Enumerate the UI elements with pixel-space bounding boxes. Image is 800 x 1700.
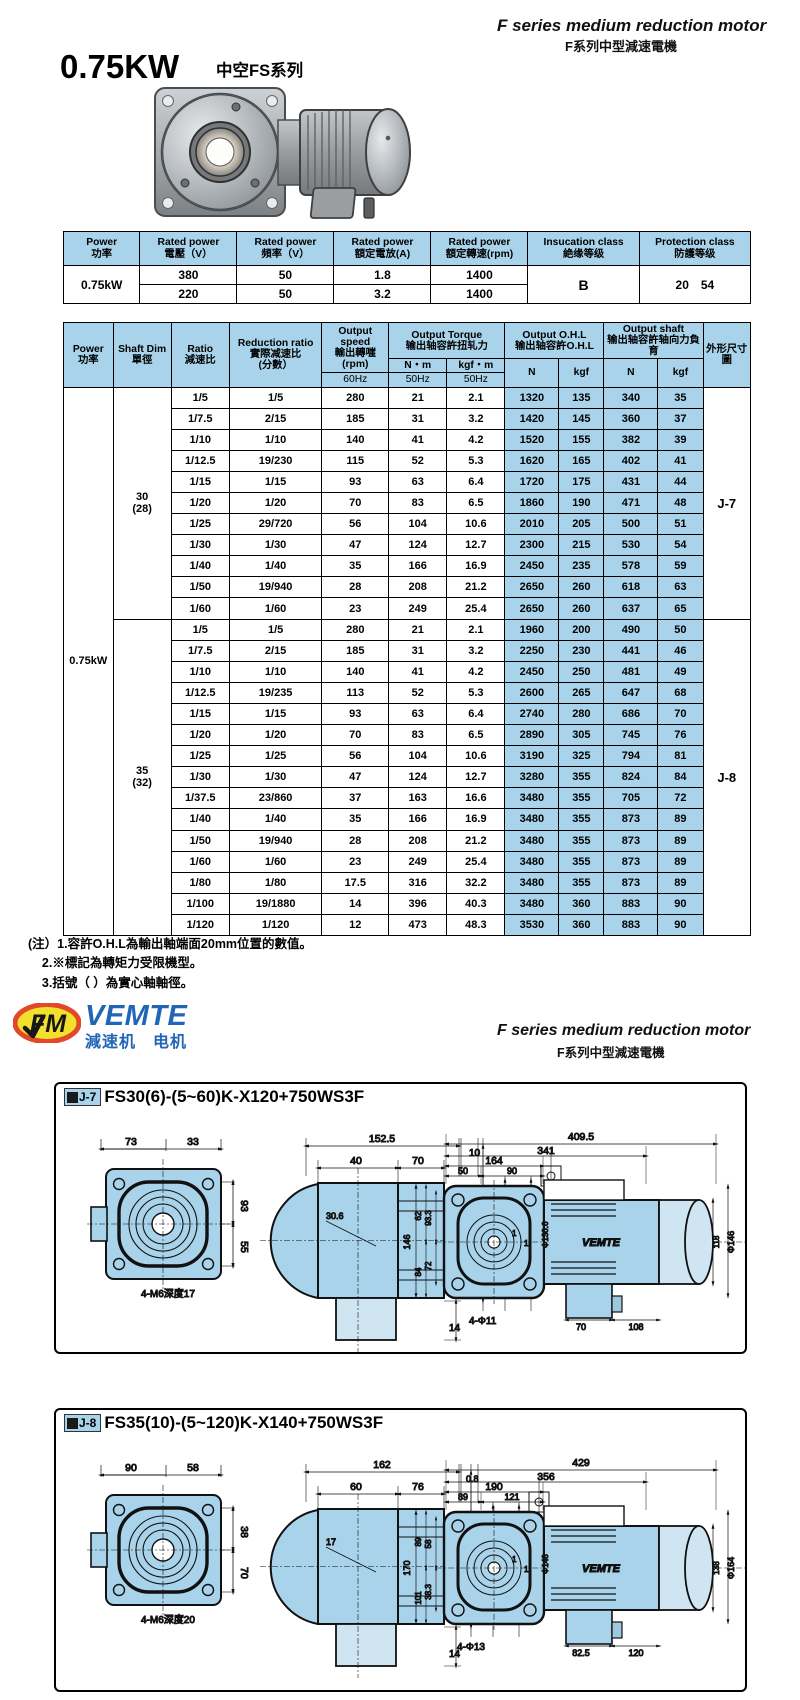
svg-text:60: 60 <box>350 1481 362 1493</box>
svg-text:40: 40 <box>350 1155 362 1167</box>
svg-text:1: 1 <box>524 1565 529 1574</box>
svg-text:10: 10 <box>469 1148 481 1159</box>
svg-text:4-M6深度20: 4-M6深度20 <box>141 1613 195 1626</box>
svg-text:58: 58 <box>424 1539 433 1548</box>
svg-text:0.8: 0.8 <box>466 1474 479 1484</box>
svg-text:89: 89 <box>414 1537 423 1546</box>
svg-text:118: 118 <box>712 1235 721 1248</box>
svg-text:89: 89 <box>458 1492 468 1502</box>
svg-text:38: 38 <box>238 1526 250 1538</box>
svg-text:152.5: 152.5 <box>369 1133 395 1145</box>
svg-text:70: 70 <box>576 1322 586 1332</box>
svg-text:4-Φ13: 4-Φ13 <box>457 1642 485 1653</box>
svg-text:146: 146 <box>402 1234 412 1249</box>
svg-text:1: 1 <box>512 1555 517 1564</box>
svg-text:76: 76 <box>412 1481 424 1493</box>
svg-text:70: 70 <box>412 1155 424 1167</box>
svg-text:93.3: 93.3 <box>424 1210 433 1226</box>
svg-text:72: 72 <box>424 1261 433 1270</box>
svg-text:429: 429 <box>572 1457 590 1469</box>
svg-text:50: 50 <box>458 1166 468 1176</box>
svg-text:Φ148: Φ148 <box>541 1554 550 1574</box>
svg-text:90: 90 <box>507 1166 517 1176</box>
svg-text:120: 120 <box>628 1648 643 1658</box>
svg-text:58: 58 <box>187 1462 199 1474</box>
svg-text:82.5: 82.5 <box>572 1648 590 1658</box>
svg-text:70: 70 <box>238 1567 250 1579</box>
svg-text:190: 190 <box>485 1481 503 1493</box>
svg-text:4-M6深度17: 4-M6深度17 <box>141 1287 195 1300</box>
svg-text:1: 1 <box>512 1229 517 1238</box>
svg-text:108: 108 <box>628 1322 643 1332</box>
svg-text:VEMTE: VEMTE <box>582 1563 621 1575</box>
svg-text:VEMTE: VEMTE <box>582 1237 621 1249</box>
svg-text:170: 170 <box>402 1560 412 1575</box>
svg-text:38.3: 38.3 <box>424 1584 433 1600</box>
svg-text:Φ164: Φ164 <box>726 1557 736 1579</box>
svg-text:90: 90 <box>125 1462 137 1474</box>
svg-text:356: 356 <box>537 1471 555 1483</box>
svg-text:17: 17 <box>326 1537 336 1547</box>
svg-text:14: 14 <box>449 1323 461 1334</box>
svg-text:341: 341 <box>537 1145 555 1157</box>
svg-text:4-Φ11: 4-Φ11 <box>469 1316 497 1327</box>
svg-text:409.5: 409.5 <box>568 1131 594 1143</box>
svg-text:Φ130.6: Φ130.6 <box>541 1221 550 1248</box>
svg-text:101: 101 <box>414 1591 423 1605</box>
svg-text:30.6: 30.6 <box>326 1211 344 1221</box>
svg-text:Φ146: Φ146 <box>726 1231 736 1253</box>
svg-text:1: 1 <box>524 1239 529 1248</box>
svg-text:162: 162 <box>373 1459 391 1471</box>
svg-text:62: 62 <box>414 1211 423 1220</box>
svg-text:93: 93 <box>238 1200 250 1212</box>
svg-text:84: 84 <box>414 1267 423 1276</box>
svg-text:33: 33 <box>187 1136 199 1148</box>
svg-text:138: 138 <box>712 1561 721 1575</box>
svg-text:164: 164 <box>485 1155 503 1167</box>
svg-text:73: 73 <box>125 1136 137 1148</box>
svg-text:55: 55 <box>238 1241 250 1253</box>
svg-text:121: 121 <box>504 1492 519 1502</box>
